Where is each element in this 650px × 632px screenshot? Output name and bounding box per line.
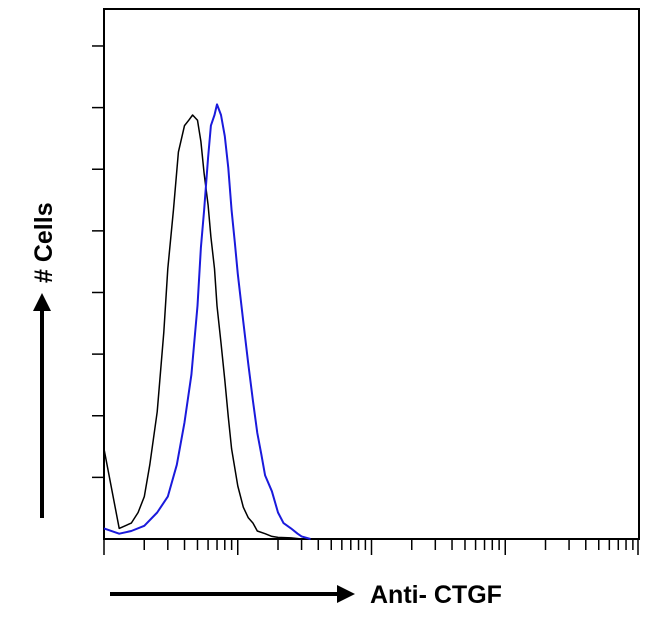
x-axis-label: Anti- CTGF bbox=[370, 581, 502, 609]
y-axis-label: # Cells bbox=[30, 202, 58, 283]
plot-frame bbox=[103, 8, 640, 540]
y-axis-ticks bbox=[92, 45, 104, 479]
x-axis-ticks bbox=[103, 539, 639, 555]
series-line-1 bbox=[103, 114, 302, 540]
series-layer bbox=[103, 103, 311, 540]
x-axis-arrowhead bbox=[337, 585, 355, 603]
y-axis-arrowhead bbox=[33, 293, 51, 311]
series-line-2 bbox=[103, 103, 311, 540]
